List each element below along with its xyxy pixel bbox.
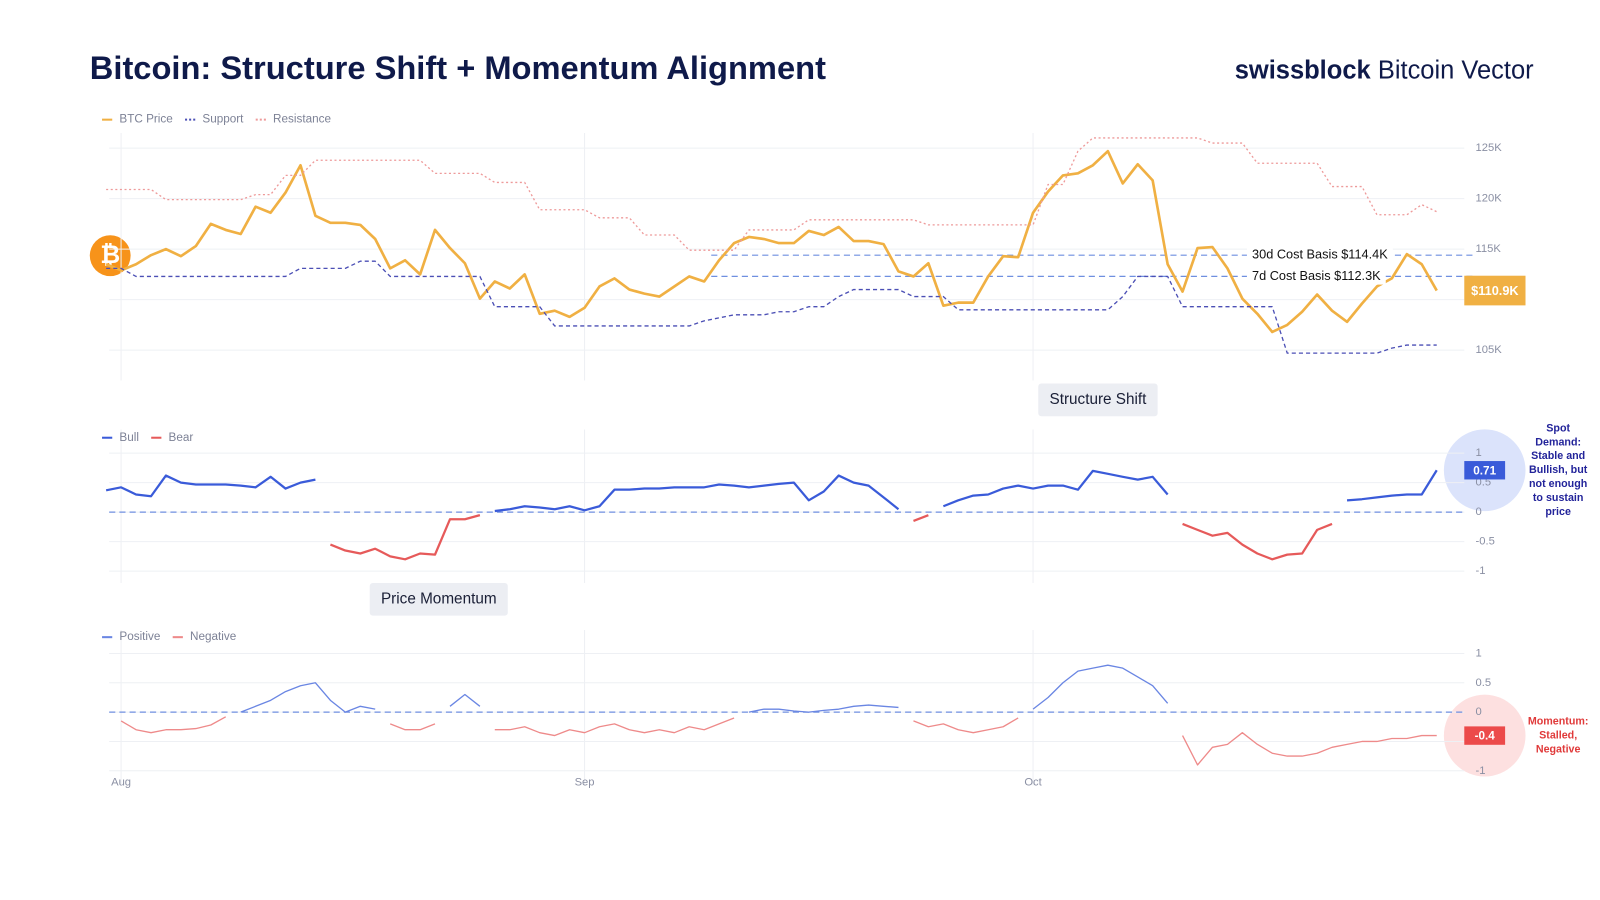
x-tick-label: Aug xyxy=(111,776,131,788)
panel-title-box xyxy=(369,582,508,616)
annotation: Demand: xyxy=(1535,436,1581,448)
y-tick-label: 1 xyxy=(1476,447,1482,459)
annotation: Stalled, xyxy=(1539,729,1577,741)
annotation: not enough xyxy=(1529,478,1587,490)
x-tick-label: Sep xyxy=(575,776,595,788)
chart-title: Bitcoin: Structure Shift + Momentum Alig… xyxy=(90,49,826,86)
value-badge xyxy=(1464,275,1526,306)
value-badge-label: $110.9K xyxy=(1471,283,1519,298)
x-tick-label: Oct xyxy=(1024,776,1042,788)
y-tick-label: 1 xyxy=(1476,647,1482,659)
annotation: Negative xyxy=(1536,743,1581,755)
legend-label: Bull xyxy=(119,431,139,444)
reference-label-bg xyxy=(1246,247,1393,264)
reference-label: 30d Cost Basis $114.4K xyxy=(1252,247,1388,262)
y-tick-label: 125K xyxy=(1476,142,1503,154)
reference-label-bg xyxy=(1246,268,1386,285)
reference-label: 7d Cost Basis $112.3K xyxy=(1252,268,1381,283)
series-line xyxy=(120,716,1437,766)
brand-name: swissblock xyxy=(1235,56,1372,84)
panel-title-box xyxy=(1038,383,1158,417)
value-badge xyxy=(1464,726,1506,745)
annotation: Momentum: xyxy=(1528,716,1589,728)
annotation: Bullish, but xyxy=(1529,464,1588,476)
series-line xyxy=(106,137,1438,251)
annotation: price xyxy=(1545,506,1571,518)
annotation: Stable and xyxy=(1531,450,1585,462)
y-tick-label: 0 xyxy=(1476,706,1482,718)
legend-label: Bear xyxy=(169,431,194,444)
y-tick-label: -1 xyxy=(1476,765,1486,777)
y-tick-label: 120K xyxy=(1476,193,1503,205)
y-tick-label: -0.5 xyxy=(1476,536,1495,548)
series-line xyxy=(105,469,1438,513)
legend-label: Resistance xyxy=(273,113,331,126)
legend-label: Negative xyxy=(190,630,236,643)
legend-label: BTC Price xyxy=(119,113,172,126)
y-tick-label: 105K xyxy=(1476,344,1503,356)
y-tick-label: 115K xyxy=(1476,243,1502,255)
series-line xyxy=(329,514,1333,561)
series-line xyxy=(240,664,1169,713)
brand: swissblock Bitcoin Vector xyxy=(1235,56,1534,84)
series-line xyxy=(105,149,1438,334)
legend-label: Positive xyxy=(119,630,160,643)
legend-label: Support xyxy=(202,113,244,126)
brand-product: Bitcoin Vector xyxy=(1378,56,1534,84)
value-badge-label: 0.71 xyxy=(1473,464,1496,477)
y-tick-label: 0 xyxy=(1476,506,1482,518)
panel-title: Price Momentum xyxy=(381,590,497,607)
y-tick-label: 0.5 xyxy=(1476,677,1492,689)
value-badge-label: -0.4 xyxy=(1475,730,1496,743)
panel-title: Structure Shift xyxy=(1049,391,1147,408)
y-tick-label: -1 xyxy=(1476,565,1486,577)
annotation: Spot xyxy=(1546,422,1570,434)
value-badge xyxy=(1464,461,1506,480)
series-line xyxy=(106,260,1437,354)
annotation: to sustain xyxy=(1533,492,1584,504)
y-tick-label: 0.5 xyxy=(1476,477,1492,489)
bitcoin-icon xyxy=(89,235,131,277)
